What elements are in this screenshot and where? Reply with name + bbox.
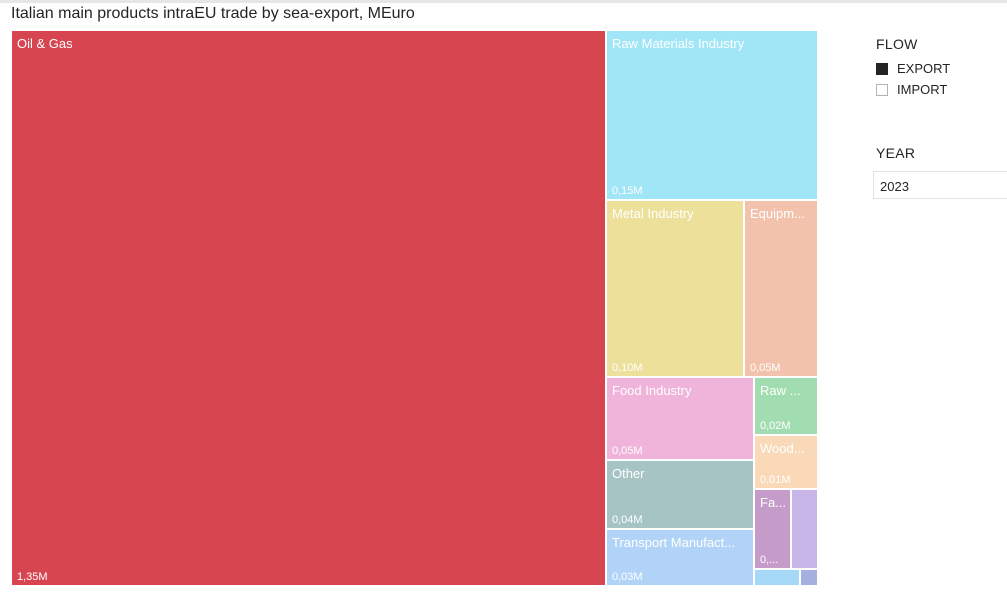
year-slicer-title: YEAR [876,145,916,161]
treemap-tile[interactable]: Oil & Gas 1,35M [11,30,606,586]
treemap-tile[interactable] [754,569,800,586]
flow-option-label: EXPORT [897,61,951,76]
flow-option-export[interactable]: EXPORT [876,58,950,79]
tile-label: Equipm... [750,206,805,221]
tile-value: 1,35M [17,571,48,583]
treemap-tile[interactable]: Food Industry 0,05M [606,377,754,460]
export-checkbox[interactable] [876,62,888,75]
tile-label: Transport Manufact... [612,535,736,550]
tile-label: Fa... [760,495,786,510]
treemap-tile[interactable]: Transport Manufact... 0,03M [606,529,754,586]
flow-slicer: FLOW EXPORT IMPORT [876,36,950,100]
year-dropdown[interactable]: 2023 [873,171,1007,199]
tile-value: 0,... [760,554,779,566]
tile-label: Raw Materials Industry [612,36,745,51]
tile-value: 0,05M [612,445,643,457]
tile-label: Wood... [760,441,805,456]
treemap-tile[interactable]: Equipm... 0,05M [744,200,818,377]
treemap-tile[interactable]: Raw ... 0,02M [754,377,818,435]
tile-value: 0,15M [612,185,643,197]
flow-option-import[interactable]: IMPORT [876,79,950,100]
treemap-tile[interactable]: Wood... 0,01M [754,435,818,489]
treemap-tile[interactable]: Raw Materials Industry 0,15M [606,30,818,200]
tile-label: Raw ... [760,383,801,398]
tile-value: 0,04M [612,514,643,526]
tile-value: 0,02M [760,420,791,432]
treemap-tile[interactable]: Other 0,04M [606,460,754,529]
flow-slicer-title: FLOW [876,36,918,52]
top-border [0,0,1007,3]
tile-value: 0,05M [750,362,781,374]
tile-value: 0,03M [612,571,643,583]
tile-value: 0,01M [760,474,791,486]
tile-label: Metal Industry [612,206,694,221]
treemap-tile[interactable] [800,569,818,586]
treemap-tile[interactable]: Metal Industry 0,10M [606,200,744,377]
tile-label: Other [612,466,645,481]
tile-label: Food Industry [612,383,692,398]
chart-title: Italian main products intraEU trade by s… [11,5,415,22]
treemap-tile[interactable] [791,489,818,569]
year-dropdown-value: 2023 [880,179,909,194]
import-checkbox[interactable] [876,83,888,96]
year-slicer: YEAR [876,145,915,161]
flow-option-label: IMPORT [897,82,948,97]
tile-value: 0,10M [612,362,643,374]
treemap-tile[interactable]: Fa... 0,... [754,489,791,569]
tile-label: Oil & Gas [17,36,73,51]
